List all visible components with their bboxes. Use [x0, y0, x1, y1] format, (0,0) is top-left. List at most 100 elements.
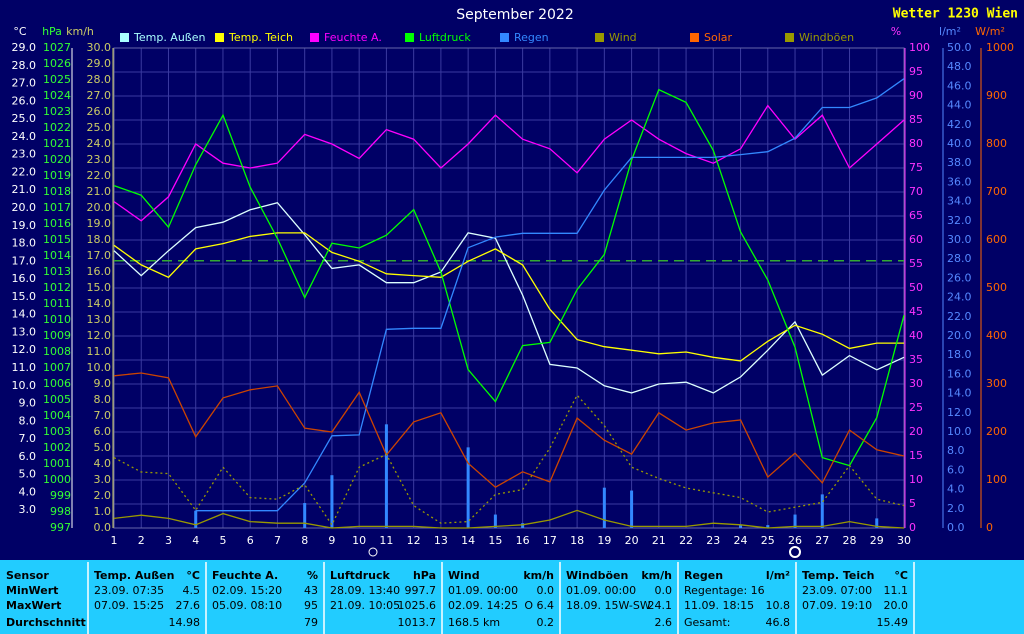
tick-label: 75: [909, 161, 923, 174]
tick-label: 14.0: [87, 297, 112, 310]
tick-label: 16.0: [947, 367, 972, 380]
series-line: [195, 78, 905, 512]
tick-label: 6.0: [94, 425, 112, 438]
cell-value: 11.1: [884, 584, 909, 597]
tick-label: 1020: [43, 153, 71, 166]
tick-label: 30.0: [87, 41, 112, 54]
rain-bar: [820, 494, 824, 528]
legend-label: Regen: [514, 31, 549, 44]
tick-label: 5: [909, 497, 916, 510]
tick-label: 600: [986, 233, 1007, 246]
legend-label: Wind: [609, 31, 637, 44]
tick-label: 4.0: [19, 485, 37, 498]
tick-label: 12.0: [87, 329, 112, 342]
tick-label: 55: [909, 257, 923, 270]
tick-label: 22.0: [12, 165, 37, 178]
cell-value: 95: [304, 599, 318, 612]
x-tick-label: 13: [434, 534, 448, 547]
tick-label: 16.0: [87, 265, 112, 278]
tick-label: 1000: [986, 41, 1014, 54]
tick-label: 25.0: [12, 112, 37, 125]
cell-value: 4.5: [183, 584, 201, 597]
tick-label: 10: [909, 473, 923, 486]
rain-bar: [303, 503, 307, 528]
table-header: Sensor: [6, 569, 49, 582]
rain-bar: [521, 523, 525, 528]
tick-label: 14.0: [12, 308, 37, 321]
moon-icon: [368, 547, 378, 557]
cell-text: 168.5 km: [448, 616, 500, 629]
cell-text: Regentage: 16: [684, 584, 765, 597]
row-label: Durchschnitt: [6, 616, 86, 629]
row-label: MaxWert: [6, 599, 61, 612]
tick-label: 1014: [43, 249, 71, 262]
table-unit: hPa: [413, 569, 436, 582]
tick-label: 998: [50, 505, 71, 518]
tick-label: 34.0: [947, 195, 972, 208]
tick-label: 25: [909, 401, 923, 414]
x-tick-label: 5: [219, 534, 226, 547]
tick-label: 80: [909, 137, 923, 150]
tick-label: 90: [909, 89, 923, 102]
table-header: Regen: [684, 569, 723, 582]
rain-bar: [330, 475, 334, 528]
series-line: [113, 88, 905, 467]
tick-label: 12.0: [947, 406, 972, 419]
cell-value: 2.6: [655, 616, 673, 629]
legend-swatch: [595, 33, 604, 42]
tick-label: 50.0: [947, 41, 972, 54]
tick-label: 14.0: [947, 387, 972, 400]
tick-label: 10.0: [947, 425, 972, 438]
tick-label: 8.0: [19, 414, 37, 427]
tick-label: 800: [986, 137, 1007, 150]
tick-label: 13.0: [12, 325, 37, 338]
cell-value: 20.0: [884, 599, 909, 612]
tick-label: 700: [986, 185, 1007, 198]
tick-label: 38.0: [947, 156, 972, 169]
legend-label: Windböen: [799, 31, 854, 44]
legend-label: Luftdruck: [419, 31, 471, 44]
tick-label: 100: [909, 41, 930, 54]
cell-value: 79: [304, 616, 318, 629]
tick-label: 28.0: [12, 59, 37, 72]
tick-label: 1008: [43, 345, 71, 358]
tick-label: 1022: [43, 121, 71, 134]
tick-label: 40: [909, 329, 923, 342]
tick-label: 26.0: [12, 94, 37, 107]
tick-label: 23.0: [12, 148, 37, 161]
table-unit: km/h: [641, 569, 672, 582]
tick-label: 29.0: [12, 41, 37, 54]
legend-swatch: [215, 33, 224, 42]
rain-bar: [739, 525, 743, 528]
tick-label: 8.0: [947, 444, 965, 457]
legend-label: Feuchte A.: [324, 31, 382, 44]
tick-label: 0: [986, 521, 993, 534]
tick-label: 1012: [43, 281, 71, 294]
tick-label: 3.0: [94, 473, 112, 486]
rain-bar: [194, 510, 198, 528]
legend-swatch: [310, 33, 319, 42]
tick-label: 1024: [43, 89, 71, 102]
tick-label: 11.0: [12, 361, 37, 374]
tick-label: 95: [909, 65, 923, 78]
rain-bar: [875, 518, 879, 528]
tick-label: 15.0: [12, 290, 37, 303]
chart-title: September 2022: [456, 7, 573, 23]
x-tick-label: 27: [815, 534, 829, 547]
tick-label: 1011: [43, 297, 71, 310]
tick-label: 4.0: [94, 457, 112, 470]
tick-label: 1026: [43, 57, 71, 70]
x-tick-label: 17: [543, 534, 557, 547]
cell-text: 01.09. 00:00: [566, 584, 636, 597]
tick-label: 1025: [43, 73, 71, 86]
tick-label: 22.0: [947, 310, 972, 323]
tick-label: 36.0: [947, 175, 972, 188]
axis-title: °C: [13, 25, 27, 38]
x-tick-label: 14: [461, 534, 475, 547]
tick-label: 20.0: [12, 201, 37, 214]
cell-value: 0.0: [537, 584, 555, 597]
table-header: Feuchte A.: [212, 569, 278, 582]
x-tick-label: 16: [516, 534, 530, 547]
x-tick-label: 1: [111, 534, 118, 547]
plot-frame: [113, 47, 905, 529]
